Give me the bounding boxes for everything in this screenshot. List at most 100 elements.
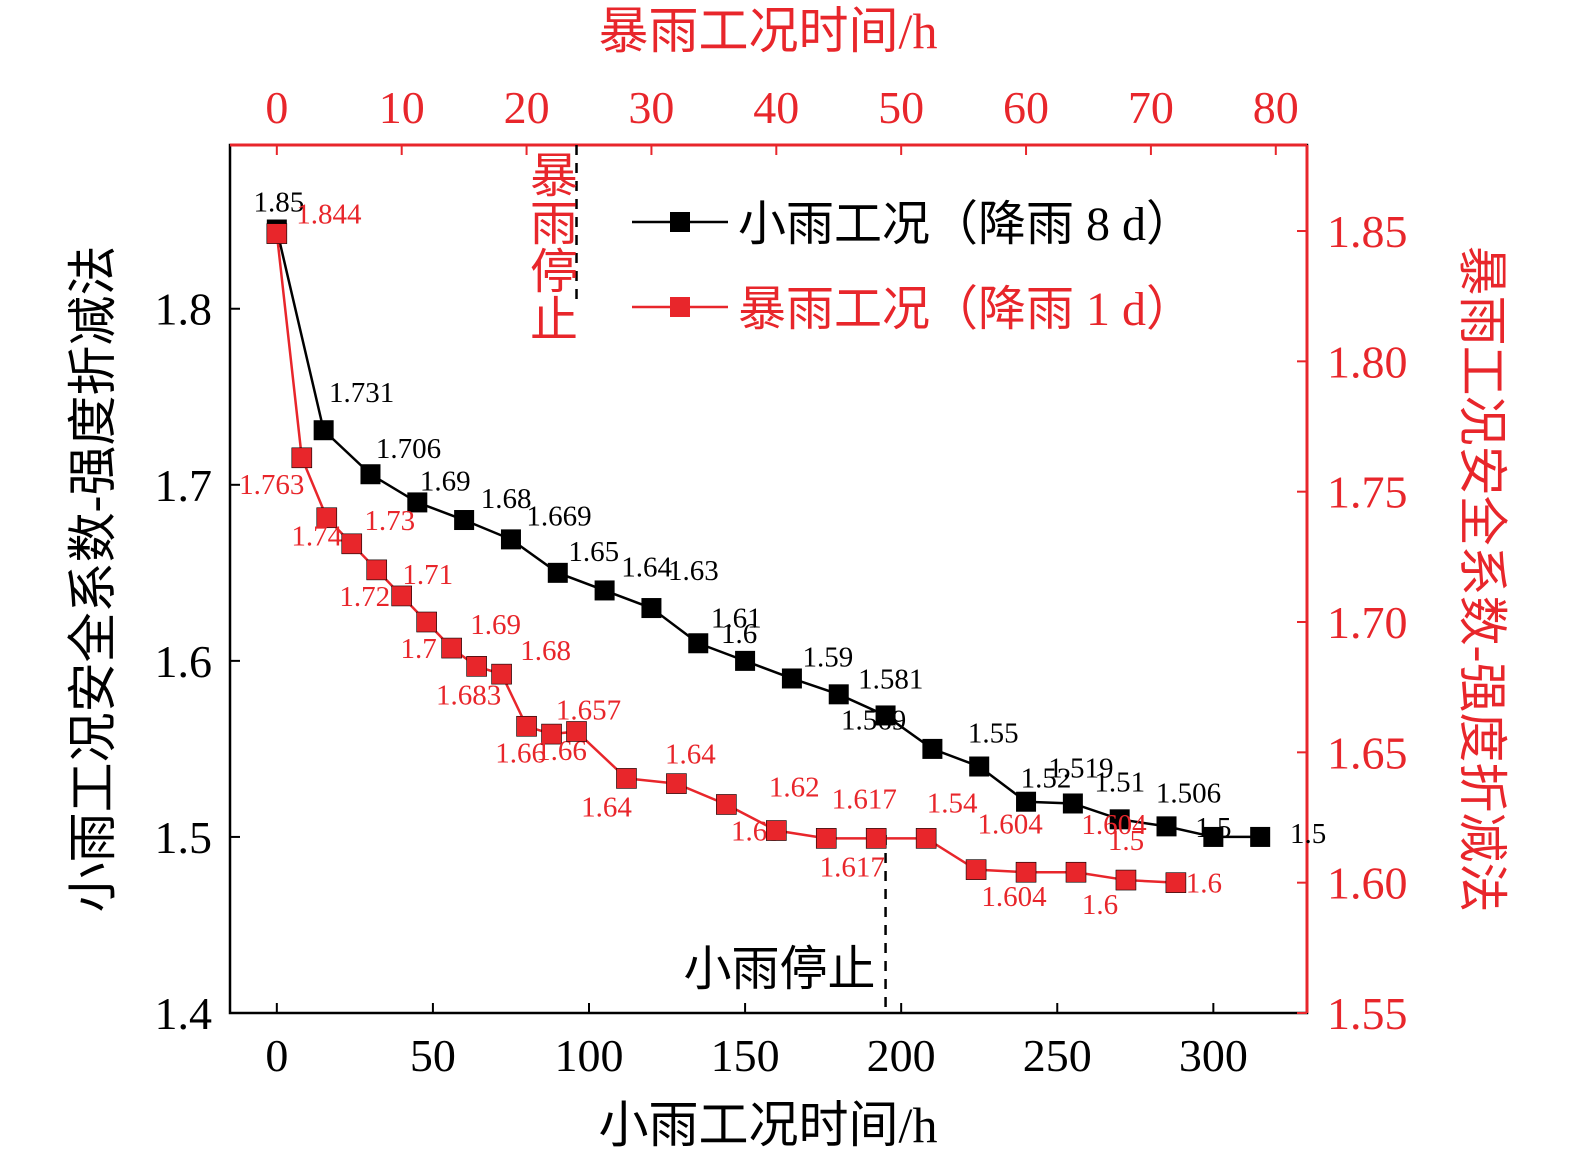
data-label: 1.581	[858, 663, 923, 695]
series-heavy-rain: 1.844 1.763 1.74 1.73 1.72 1.71 1.7 1.69 1.683 1.…	[239, 199, 1222, 921]
data-label: 1.64	[581, 791, 632, 823]
top-axis-title: 暴雨工况时间/h	[599, 3, 938, 59]
data-label: 1.68	[481, 483, 532, 515]
right-tick-label: 1.75	[1327, 467, 1408, 518]
data-point	[407, 492, 428, 513]
data-point	[566, 721, 587, 742]
bottom-tick-label: 150	[711, 1030, 780, 1081]
data-point	[815, 828, 837, 849]
right-tick-label: 1.60	[1327, 858, 1408, 909]
data-label: 1.5	[1290, 818, 1326, 850]
data-point	[716, 794, 737, 815]
data-point	[491, 663, 512, 685]
data-point	[1156, 816, 1177, 837]
data-point	[1250, 826, 1271, 847]
data-label: 1.68	[520, 635, 571, 667]
left-tick-label: 1.7	[155, 460, 213, 511]
data-label: 1.6	[721, 618, 757, 650]
data-point	[1062, 793, 1083, 814]
data-point	[291, 447, 313, 469]
data-point	[1109, 809, 1130, 830]
data-label: 1.64	[665, 739, 716, 771]
data-point	[1165, 872, 1187, 893]
right-tick-label: 1.55	[1327, 988, 1408, 1039]
data-point	[360, 464, 381, 485]
top-tick-label: 70	[1128, 82, 1174, 133]
legend-marker-red	[670, 297, 690, 317]
left-tick-label: 1.5	[155, 812, 213, 863]
data-label: 1.844	[296, 199, 362, 231]
data-point	[454, 510, 475, 531]
legend-label-light-rain: 小雨工况（降雨 8 d）	[738, 198, 1194, 251]
data-label: 1.5	[1108, 825, 1144, 857]
legend-item-heavy-rain: 暴雨工况（降雨 1 d）	[632, 283, 1194, 336]
data-point	[616, 768, 637, 789]
bottom-tick-label: 0	[265, 1030, 288, 1081]
data-point	[266, 223, 288, 244]
annotations: 暴雨停止 小雨停止	[522, 145, 887, 1013]
data-label: 1.669	[526, 500, 591, 532]
right-axis-title: 暴雨工况安全系数-强度折减法	[1454, 246, 1510, 913]
left-axis-title: 小雨工况安全系数-强度折减法	[65, 246, 121, 913]
data-label: 1.604	[981, 881, 1047, 913]
bottom-tick-label: 250	[1023, 1030, 1092, 1081]
data-point	[516, 715, 537, 737]
series-line	[275, 229, 1261, 839]
data-label: 1.569	[841, 704, 906, 736]
data-point	[969, 756, 990, 777]
top-tick-label: 60	[1003, 82, 1049, 133]
bottom-tick-label: 50	[410, 1030, 456, 1081]
data-point	[416, 611, 437, 633]
data-label: 1.71	[402, 559, 453, 591]
data-label: 1.604	[977, 809, 1043, 841]
data-label: 1.519	[1048, 752, 1113, 784]
data-label: 1.657	[556, 694, 621, 726]
data-label: 1.65	[568, 536, 619, 568]
data-label: 1.617	[832, 783, 897, 815]
right-tick-label: 1.80	[1327, 336, 1408, 387]
data-label: 1.51	[1094, 766, 1145, 798]
top-tick-label: 0	[265, 82, 288, 133]
data-point	[1115, 869, 1137, 891]
data-label: 1.683	[436, 679, 501, 711]
data-point	[547, 562, 568, 583]
data-label: 1.706	[376, 433, 441, 465]
bottom-tick-label: 200	[867, 1030, 936, 1081]
top-tick-label: 20	[504, 82, 550, 133]
data-label: 1.55	[968, 718, 1019, 750]
data-label: 1.52	[1021, 763, 1072, 795]
top-tick-label: 10	[379, 82, 425, 133]
data-point	[541, 723, 562, 745]
data-point	[313, 420, 334, 441]
data-point	[341, 533, 363, 555]
bottom-axis-title: 小雨工况时间/h	[599, 1097, 938, 1153]
data-label: 1.617	[820, 851, 885, 883]
data-point	[735, 650, 756, 671]
data-point	[641, 598, 662, 619]
data-label: 1.69	[470, 609, 521, 641]
data-point	[1015, 861, 1037, 883]
bottom-tick-label: 300	[1179, 1030, 1248, 1081]
top-tick-label: 40	[753, 82, 799, 133]
data-label: 1.62	[769, 772, 820, 804]
data-point	[594, 580, 615, 601]
data-point	[875, 705, 896, 726]
data-point	[922, 738, 943, 759]
legend-item-light-rain: 小雨工况（降雨 8 d）	[632, 198, 1194, 251]
data-label: 1.506	[1156, 777, 1221, 809]
right-tick-label: 1.70	[1327, 597, 1408, 648]
data-point	[1065, 861, 1087, 883]
data-label: 1.66	[495, 737, 546, 769]
data-label: 1.5	[1195, 812, 1231, 844]
top-tick-label: 50	[878, 82, 924, 133]
light-rain-stop-label: 小雨停止	[684, 943, 876, 996]
data-point	[688, 633, 709, 654]
plot-area-frame	[228, 143, 1309, 1015]
data-point	[316, 507, 338, 529]
data-point	[781, 668, 802, 689]
data-label: 1.64	[621, 551, 672, 583]
data-label: 1.85	[253, 187, 304, 219]
